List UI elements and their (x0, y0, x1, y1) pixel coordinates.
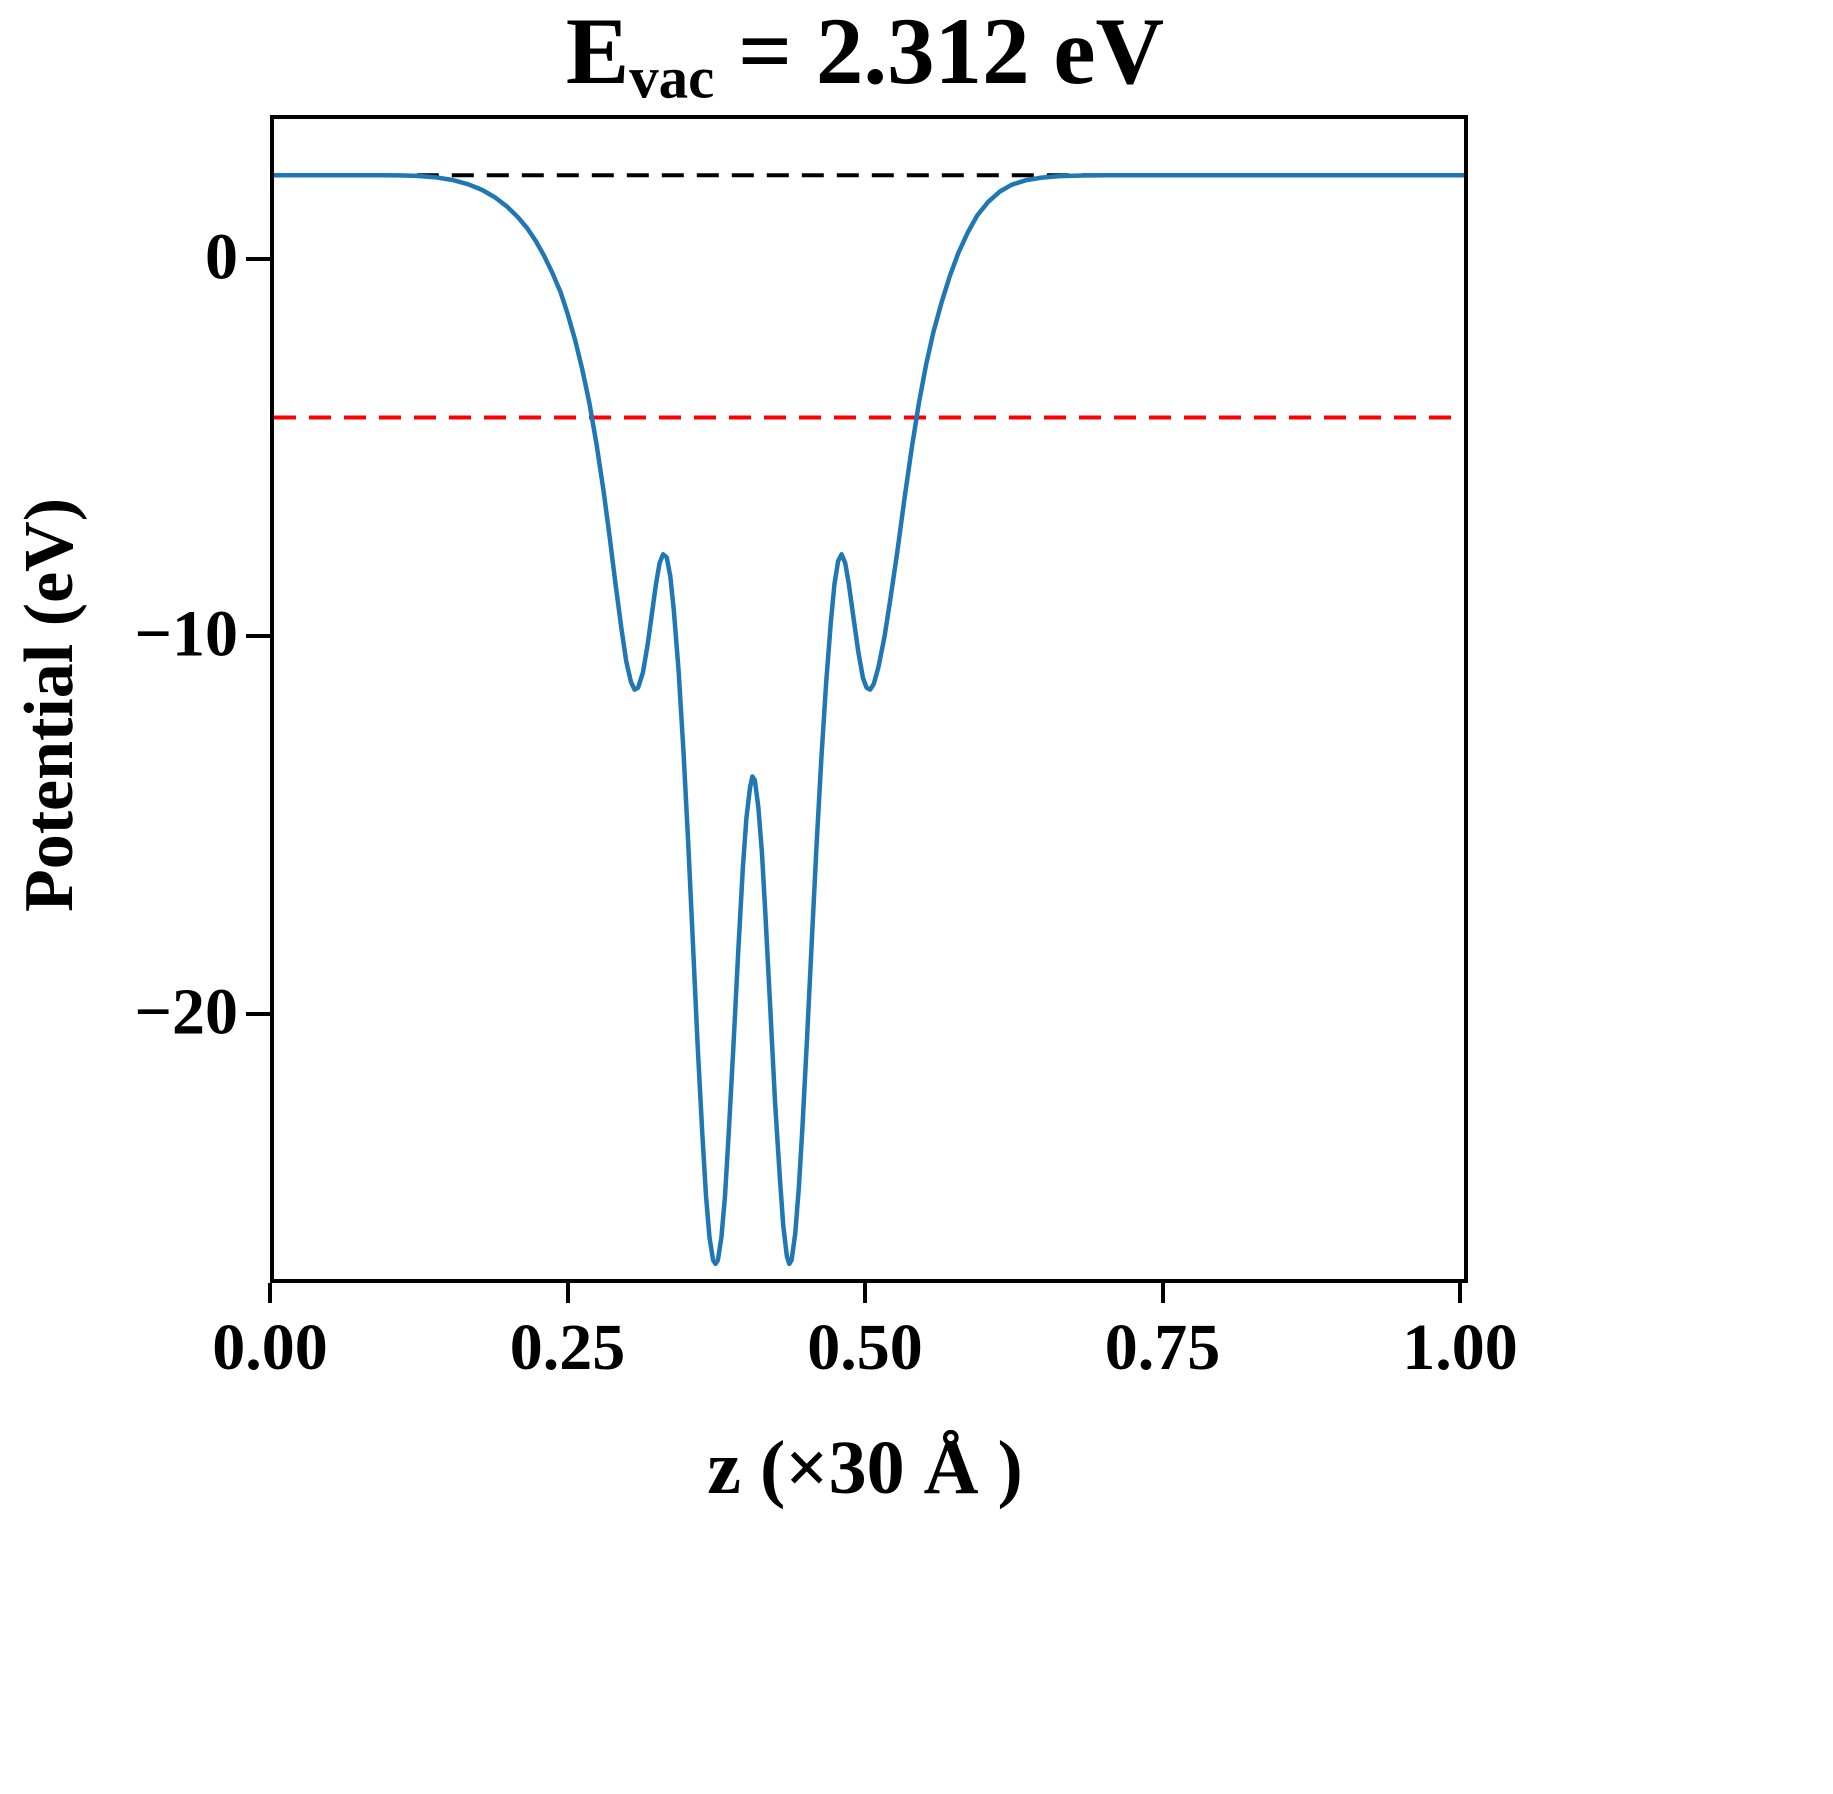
x-tick-mark (268, 1283, 272, 1303)
title-subscript: vac (629, 45, 715, 111)
title-prefix: E (565, 0, 630, 104)
x-tick-mark (863, 1283, 867, 1303)
x-tick-label: 0.50 (807, 1311, 923, 1384)
y-tick-label: 0 (205, 220, 238, 294)
y-tick-mark (246, 634, 270, 639)
chart-title: Evac = 2.312 eV (270, 0, 1460, 108)
x-tick-mark (1458, 1283, 1462, 1303)
y-tick-label: −10 (134, 597, 238, 671)
y-tick-mark (246, 256, 270, 261)
plot-canvas (274, 172, 1464, 1267)
x-tick-label: 0.00 (212, 1311, 328, 1384)
title-suffix: = 2.312 eV (714, 0, 1165, 104)
potential-line (274, 172, 1464, 1267)
y-tick-mark (246, 1012, 270, 1017)
plot-area (270, 115, 1468, 1283)
x-tick-label: 1.00 (1402, 1311, 1518, 1384)
y-tick-label: −20 (134, 975, 238, 1049)
x-axis-label: z (×30 Å ) (707, 1426, 1023, 1510)
x-tick-mark (565, 1283, 570, 1303)
x-tick-mark (1160, 1283, 1165, 1303)
x-tick-label: 0.75 (1104, 1311, 1221, 1384)
x-tick-label: 0.25 (509, 1311, 626, 1384)
